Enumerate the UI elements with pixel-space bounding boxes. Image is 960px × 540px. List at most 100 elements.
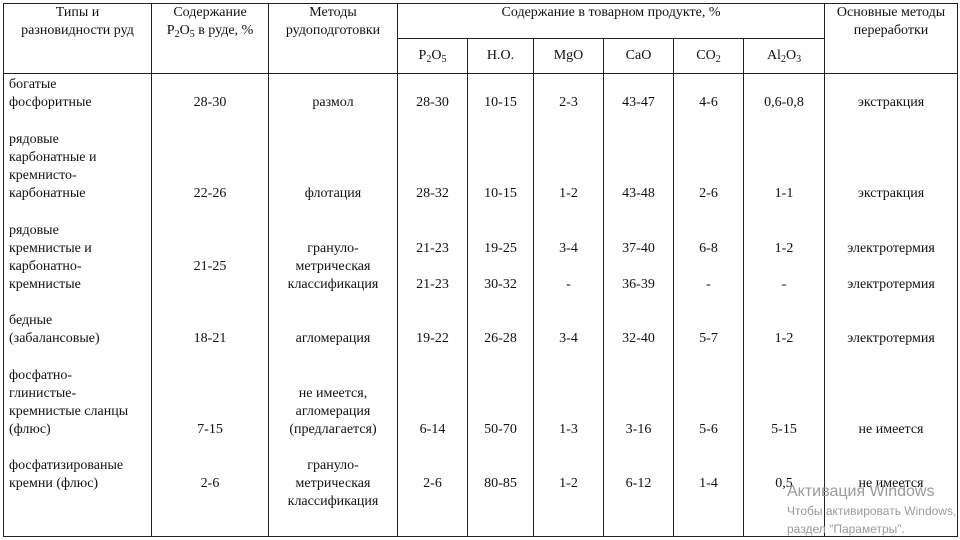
cao-value: 3-16 xyxy=(625,422,652,437)
col-processing-methods: экстракция экстракция электротермия элек… xyxy=(824,73,959,537)
method-value: электротермия xyxy=(847,277,935,292)
type-line: карбонатные и xyxy=(9,150,97,165)
type-line: богатые xyxy=(9,77,57,92)
al2o3-value: 1-1 xyxy=(774,186,794,201)
type-line: кремнисто- xyxy=(9,168,77,183)
no-value: 26-28 xyxy=(484,331,517,346)
al2o3-value: 1-2 xyxy=(774,241,794,256)
mgo-value: 3-4 xyxy=(559,241,578,256)
type-line: фосфатно- xyxy=(9,368,72,383)
no-value: 10-15 xyxy=(484,95,517,110)
method-value: не имеется xyxy=(858,476,924,491)
mgo-value: 2-3 xyxy=(559,95,578,110)
col-al2o3: 0,6-0,8 1-1 1-2 - 1-2 5-15 0,5 xyxy=(742,73,826,537)
mgo-value: 1-2 xyxy=(559,476,578,491)
co2-value: 6-8 xyxy=(699,241,718,256)
subheader-mgo: MgO xyxy=(533,38,604,74)
p2o5-value: 28-32 xyxy=(416,186,449,201)
p2o5-value: 2-6 xyxy=(423,476,442,491)
method-value: электротермия xyxy=(847,331,935,346)
type-line: карбонатно- xyxy=(9,259,82,274)
prep-line: классификация xyxy=(287,277,379,292)
header-prep-methods: Методы рудоподготовки xyxy=(268,3,398,74)
mgo-value: 3-4 xyxy=(559,331,578,346)
subheader-cao: CaO xyxy=(603,38,674,74)
col-ore-content: 28-30 22-26 21-25 18-21 7-15 2-6 xyxy=(151,73,269,537)
col-no: 10-15 10-15 19-25 30-32 26-28 50-70 80-8… xyxy=(467,73,534,537)
subheader-p2o5: P2O5 xyxy=(397,38,468,74)
no-value: 80-85 xyxy=(484,476,517,491)
ore-content-value: 28-30 xyxy=(193,95,227,110)
al2o3-value: 1-2 xyxy=(774,331,794,346)
co2-value: 5-6 xyxy=(699,422,718,437)
no-value: 30-32 xyxy=(484,277,517,292)
header-row: Типы и разновидности руд Содержание P2O5… xyxy=(3,3,959,74)
no-value: 10-15 xyxy=(484,186,517,201)
prep-line: размол xyxy=(312,95,354,110)
prep-line: метрическая xyxy=(295,476,371,491)
al2o3-value: 0,5 xyxy=(775,476,793,491)
type-line: бедные xyxy=(9,313,53,328)
method-value: электротермия xyxy=(847,241,935,256)
cao-value: 6-12 xyxy=(625,476,652,491)
co2-value: - xyxy=(706,277,711,292)
no-value: 19-25 xyxy=(484,241,517,256)
subheader-no: Н.О. xyxy=(467,38,534,74)
cao-value: 36-39 xyxy=(622,277,655,292)
col-co2: 4-6 2-6 6-8 - 5-7 5-6 1-4 xyxy=(673,73,744,537)
header-product-content: Содержание в товарном продукте, % xyxy=(396,3,826,39)
type-line: кремнистые сланцы xyxy=(9,404,129,419)
col-types: богатые фосфоритные рядовые карбонатные … xyxy=(3,73,152,537)
prep-line: агломерация xyxy=(295,331,371,346)
prep-line: классификация xyxy=(287,494,379,509)
prep-line: грануло- xyxy=(307,458,359,473)
type-line: кремнистые xyxy=(9,277,81,292)
prep-line: (предлагается) xyxy=(289,422,377,437)
prep-line: грануло- xyxy=(307,241,359,256)
al2o3-value: 5-15 xyxy=(771,422,797,437)
type-line: глинистые- xyxy=(9,386,77,401)
type-line: рядовые xyxy=(9,132,59,147)
co2-value: 1-4 xyxy=(699,476,718,491)
col-p2o5: 28-30 28-32 21-23 21-23 19-22 6-14 2-6 xyxy=(397,73,468,537)
method-value: экстракция xyxy=(857,95,925,110)
type-line: карбонатные xyxy=(9,186,86,201)
cao-value: 37-40 xyxy=(622,241,655,256)
body-row: богатые фосфоритные рядовые карбонатные … xyxy=(3,73,959,537)
co2-value: 2-6 xyxy=(699,186,718,201)
prep-line: метрическая xyxy=(295,259,371,274)
header-types: Типы и разновидности руд xyxy=(3,3,152,74)
ore-content-value: 2-6 xyxy=(200,476,220,491)
method-value: не имеется xyxy=(858,422,924,437)
prep-line: агломерация xyxy=(295,404,371,419)
mgo-value: 1-2 xyxy=(559,186,578,201)
co2-value: 4-6 xyxy=(699,95,718,110)
ore-content-value: 22-26 xyxy=(193,186,227,201)
col-mgo: 2-3 1-2 3-4 - 3-4 1-3 1-2 xyxy=(533,73,604,537)
type-line: кремнистые и xyxy=(9,241,92,256)
header-ore-content: Содержание P2O5 в руде, % xyxy=(151,3,269,74)
header-processing-methods: Основные методы переработки xyxy=(824,3,959,74)
ore-content-value: 7-15 xyxy=(197,422,223,437)
al2o3-value: 0,6-0,8 xyxy=(764,95,804,110)
p2o5-value: 28-30 xyxy=(416,95,449,110)
prep-line: не имеется, xyxy=(298,386,368,401)
p2o5-value: 6-14 xyxy=(419,422,446,437)
cao-value: 43-48 xyxy=(622,186,655,201)
p2o5-value: 21-23 xyxy=(416,241,449,256)
cao-value: 32-40 xyxy=(622,331,655,346)
type-line: фосфоритные xyxy=(9,95,92,110)
ore-content-value: 18-21 xyxy=(193,331,227,346)
p2o5-value: 19-22 xyxy=(416,331,449,346)
co2-value: 5-7 xyxy=(699,331,718,346)
ore-table: Типы и разновидности руд Содержание P2O5… xyxy=(3,3,959,537)
mgo-value: - xyxy=(566,277,571,292)
no-value: 50-70 xyxy=(484,422,517,437)
method-value: экстракция xyxy=(857,186,925,201)
cao-value: 43-47 xyxy=(622,95,655,110)
type-line: кремни (флюс) xyxy=(9,476,99,491)
col-prep-methods: размол флотация грануло- метрическая кла… xyxy=(268,73,398,537)
al2o3-value: - xyxy=(781,277,787,292)
p2o5-value: 21-23 xyxy=(416,277,449,292)
type-line: (забалансовые) xyxy=(9,331,100,346)
